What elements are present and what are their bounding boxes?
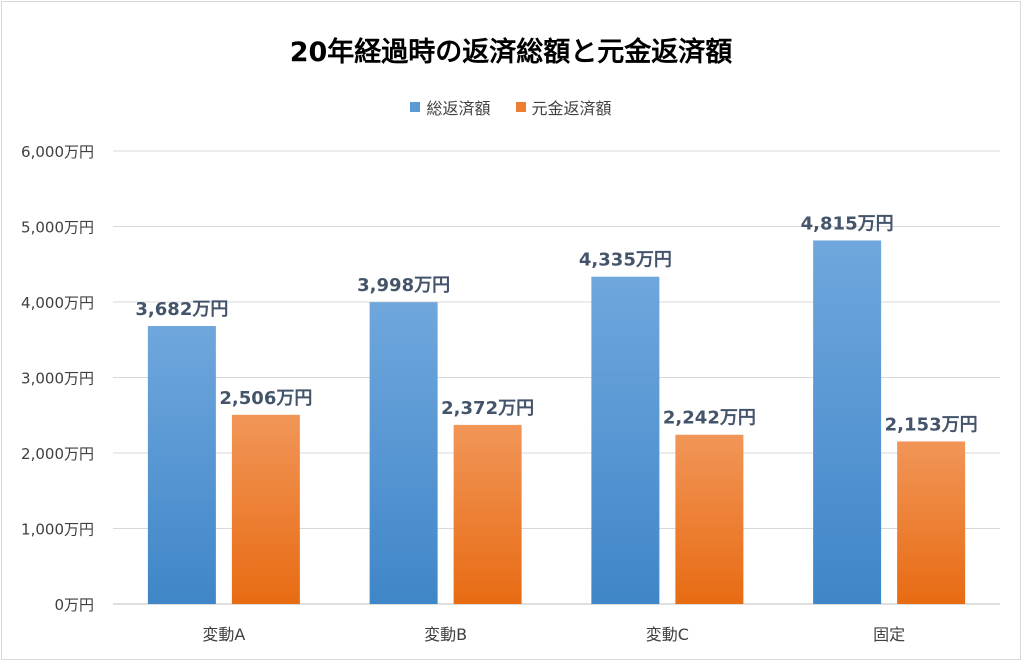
data-label-total: 3,998万円 (357, 275, 450, 296)
bar-principal (675, 434, 744, 604)
y-tick-label: 6,000万円 (21, 143, 94, 161)
bar-total (591, 276, 660, 604)
x-category-label: 固定 (873, 625, 905, 644)
legend-label-total: 総返済額 (426, 99, 491, 118)
data-label-principal: 2,506万円 (219, 388, 312, 409)
y-tick-label: 3,000万円 (21, 370, 94, 388)
legend: 総返済額 元金返済額 (2, 95, 1020, 119)
legend-item-total: 総返済額 (410, 95, 490, 119)
data-label-principal: 2,372万円 (441, 398, 534, 419)
bar-principal (231, 414, 300, 604)
legend-swatch-principal (515, 102, 526, 112)
y-tick-label: 0万円 (54, 596, 94, 614)
legend-label-principal: 元金返済額 (531, 99, 612, 118)
x-category-label: 変動B (424, 625, 467, 644)
data-label-total: 3,682万円 (135, 299, 228, 320)
bar-total (369, 302, 438, 604)
bar-total (147, 326, 216, 604)
data-label-principal: 2,153万円 (885, 414, 978, 435)
bar-total (813, 240, 882, 604)
y-tick-label: 5,000万円 (21, 219, 94, 237)
y-tick-label: 4,000万円 (21, 294, 94, 312)
x-category-label: 変動C (646, 625, 689, 644)
legend-swatch-total (410, 102, 421, 112)
y-tick-label: 2,000万円 (21, 445, 94, 463)
data-label-principal: 2,242万円 (663, 408, 756, 429)
legend-item-principal: 元金返済額 (515, 95, 612, 119)
data-label-total: 4,815万円 (801, 213, 894, 234)
bar-principal (453, 424, 522, 604)
bar-principal (897, 441, 966, 604)
data-label-total: 4,335万円 (579, 250, 672, 271)
chart-title: 20年経過時の返済総額と元金返済額 (289, 37, 733, 68)
y-tick-label: 1,000万円 (21, 521, 94, 539)
x-category-label: 変動A (202, 625, 245, 644)
